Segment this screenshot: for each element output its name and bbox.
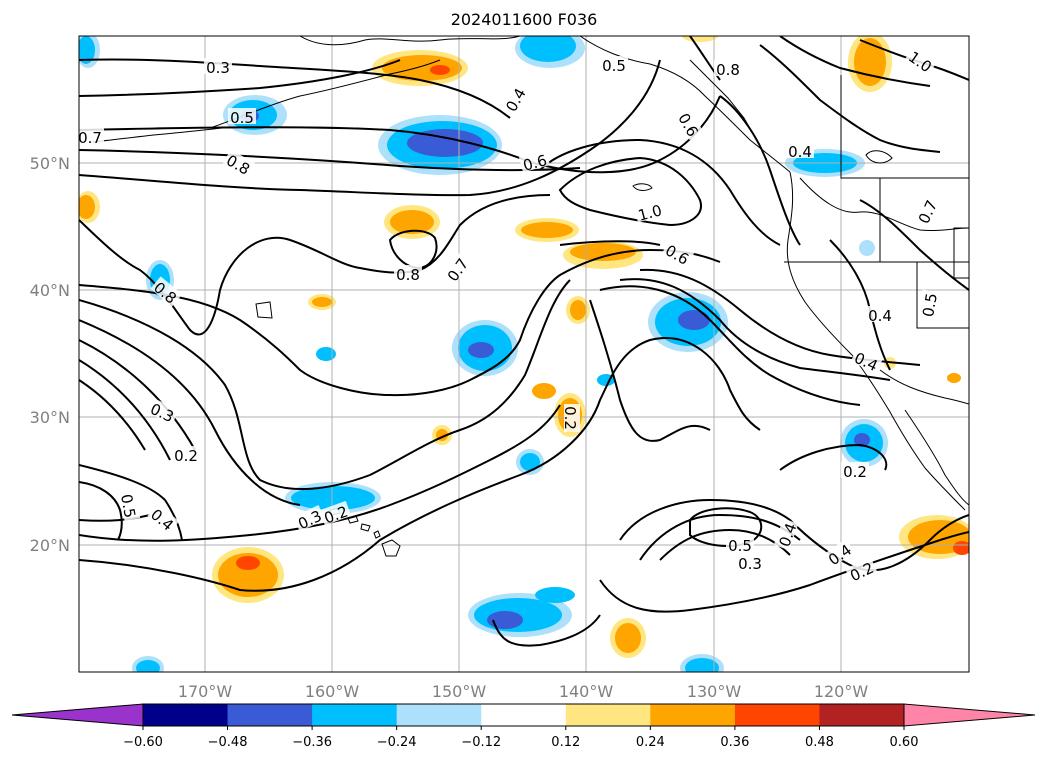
contour-label: 0.2 [841, 462, 869, 481]
longitude-label: 130°W [687, 682, 742, 701]
contour-label: 0.5 [228, 108, 256, 127]
colorbar-tick-label: 0.36 [720, 735, 749, 750]
contour-label-text: 0.5 [602, 57, 626, 75]
contour-label-text: 0.6 [521, 151, 549, 175]
colorbar-segment [734, 704, 820, 726]
contour-lines [79, 36, 969, 647]
negative-anomaly-patch [452, 320, 518, 376]
colorbar-segment [227, 704, 313, 726]
colorbar-segment [565, 704, 651, 726]
contour-label-text: 0.8 [396, 266, 420, 284]
contour-label-text: 0.5 [919, 292, 941, 319]
contour-label-text: 0.8 [716, 61, 740, 79]
contour-label: 0.5 [726, 536, 754, 555]
negative-anomaly-patch [680, 654, 724, 672]
contour-label: 0.3 [736, 554, 764, 573]
colorbar-tick-label: −0.36 [292, 735, 332, 750]
colorbar-tick-label: 0.60 [890, 735, 919, 750]
contour-label-text: 0.7 [78, 129, 102, 147]
longitude-label: 160°W [305, 682, 360, 701]
longitude-label: 170°W [178, 682, 233, 701]
colorbar-segment [819, 704, 905, 726]
colorbar-tick-label: 0.12 [551, 735, 580, 750]
positive-anomaly-patch [308, 36, 961, 445]
latitude-label: 40°N [30, 281, 70, 300]
colorbar-tick-label: 0.24 [636, 735, 665, 750]
latitude-labels: 50°N 40°N 30°N 20°N [30, 154, 70, 555]
negative-anomaly-patch [79, 36, 100, 68]
negative-anomaly-patch [132, 656, 164, 672]
negative-anomaly-patch [515, 36, 585, 68]
contour-label: 0.4 [786, 142, 814, 161]
map-frame [78, 35, 970, 673]
contour-label: 0.3 [204, 58, 232, 77]
contour-label: 0.5 [917, 289, 941, 320]
colorbar-extend-min [11, 703, 144, 727]
colorbar-tick-label: −0.24 [377, 735, 417, 750]
contour-label: 1.0 [633, 199, 666, 225]
contour-label: 0.2 [172, 446, 200, 465]
latitude-label: 50°N [30, 154, 70, 173]
colorbar-tick-label: −0.12 [461, 735, 501, 750]
colorbar-tick-label: −0.60 [123, 735, 163, 750]
positive-anomaly-patch [515, 218, 579, 242]
positive-anomaly-patch [610, 618, 646, 658]
positive-anomaly-patch [563, 241, 643, 269]
contour-label-text: 0.5 [728, 537, 752, 555]
latitude-label: 30°N [30, 408, 70, 427]
colorbar-segment [312, 704, 398, 726]
longitude-label: 150°W [432, 682, 487, 701]
positive-anomaly-patch [384, 205, 440, 239]
negative-anomaly-patch [840, 419, 888, 467]
contour-label-text: 0.3 [206, 59, 230, 77]
contour-label: 0.8 [394, 265, 422, 284]
longitude-labels: 170°W 160°W 150°W 140°W 130°W 120°W [178, 682, 869, 701]
contour-label: 0.4 [866, 306, 894, 325]
colorbar-tick-label: −0.48 [208, 735, 248, 750]
colorbar-tick-label: 0.48 [805, 735, 834, 750]
contour-label: 0.8 [714, 60, 742, 79]
positive-anomaly-patch [212, 547, 284, 603]
latitude-label: 20°N [30, 536, 70, 555]
contour-label-text: 0.2 [561, 406, 579, 430]
contour-label: 0.7 [78, 128, 104, 147]
colorbar-extend-max [903, 703, 1036, 727]
negative-anomaly-patch [648, 292, 728, 352]
contour-label-text: 0.3 [738, 555, 762, 573]
contour-label-text: 0.4 [868, 307, 892, 325]
contour-label-text: 0.5 [230, 109, 254, 127]
contour-label: 0.2 [561, 404, 580, 432]
contour-label-text: 0.5 [117, 493, 139, 520]
contour-label-text: 1.0 [636, 201, 664, 225]
colorbar-frame [142, 703, 905, 727]
contour-label: 0.6 [518, 149, 551, 175]
negative-anomaly-patch [468, 593, 572, 637]
contour-label-text: 0.2 [174, 447, 198, 465]
map-title: 2024011600 F036 [451, 10, 598, 29]
contour-label-text: 0.2 [843, 463, 867, 481]
longitude-label: 120°W [814, 682, 869, 701]
positive-anomaly-patch [899, 515, 969, 559]
colorbar-segment [650, 704, 736, 726]
colorbar-segment [396, 704, 482, 726]
negative-anomaly-patch [316, 240, 875, 603]
positive-anomaly-patch [848, 36, 892, 92]
colorbar: −0.60 −0.48 −0.36 −0.24 −0.12 0.12 0.24 0.36 0.4… [11, 703, 1036, 750]
colorbar-segment [481, 704, 567, 726]
contour-label: 0.5 [117, 490, 141, 521]
longitude-label: 140°W [559, 682, 614, 701]
colorbar-segment [143, 704, 229, 726]
positive-anomaly-patch [79, 191, 100, 223]
positive-anomaly-patch [566, 296, 590, 324]
contour-label: 0.5 [600, 56, 628, 75]
contour-label-text: 0.4 [788, 143, 812, 161]
